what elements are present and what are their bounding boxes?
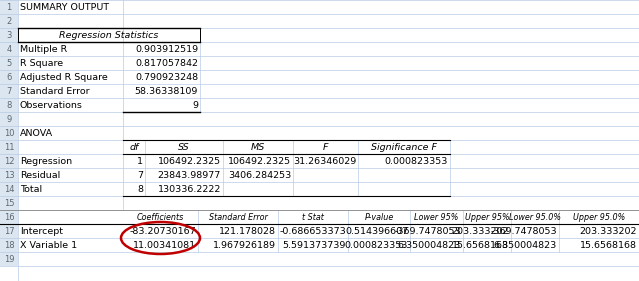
Text: Standard Error: Standard Error <box>208 212 267 221</box>
Text: 106492.2325: 106492.2325 <box>228 157 291 166</box>
Bar <box>0 224 18 238</box>
Bar <box>0 14 18 28</box>
Text: Observations: Observations <box>20 101 83 110</box>
Text: 8: 8 <box>6 101 12 110</box>
Text: 0.514396607: 0.514396607 <box>345 226 408 235</box>
Text: 0.903912519: 0.903912519 <box>135 44 198 53</box>
Text: Residual: Residual <box>20 171 60 180</box>
Bar <box>0 252 18 266</box>
Text: Standard Error: Standard Error <box>20 87 89 96</box>
Text: -369.7478053: -369.7478053 <box>490 226 557 235</box>
Text: Total: Total <box>20 185 42 194</box>
Bar <box>0 126 18 140</box>
Text: Lower 95.0%: Lower 95.0% <box>509 212 561 221</box>
Bar <box>0 140 18 154</box>
Text: 19: 19 <box>4 255 14 264</box>
Text: Multiple R: Multiple R <box>20 44 67 53</box>
Bar <box>0 56 18 70</box>
Text: 6.350004823: 6.350004823 <box>494 241 557 250</box>
Text: 0.000823353: 0.000823353 <box>385 157 448 166</box>
Bar <box>0 196 18 210</box>
Text: 15: 15 <box>4 198 14 207</box>
Text: 12: 12 <box>4 157 14 166</box>
Text: 8: 8 <box>137 185 143 194</box>
Text: Intercept: Intercept <box>20 226 63 235</box>
Text: 5.591373739: 5.591373739 <box>282 241 346 250</box>
Bar <box>0 210 18 224</box>
Text: F: F <box>323 142 328 151</box>
Text: 13: 13 <box>4 171 14 180</box>
Text: Regression: Regression <box>20 157 72 166</box>
Text: 130336.2222: 130336.2222 <box>158 185 221 194</box>
Text: 1: 1 <box>6 3 12 12</box>
Text: Upper 95%: Upper 95% <box>465 212 509 221</box>
Text: 14: 14 <box>4 185 14 194</box>
Bar <box>0 28 18 42</box>
Text: 11.00341081: 11.00341081 <box>133 241 196 250</box>
Text: Coefficients: Coefficients <box>137 212 184 221</box>
Text: X Variable 1: X Variable 1 <box>20 241 77 250</box>
Text: ANOVA: ANOVA <box>20 128 53 137</box>
Bar <box>0 84 18 98</box>
Text: 121.178028: 121.178028 <box>219 226 276 235</box>
Text: 10: 10 <box>4 128 14 137</box>
Text: 7: 7 <box>6 87 12 96</box>
Text: df: df <box>129 142 139 151</box>
Text: 6.350004823: 6.350004823 <box>397 241 461 250</box>
Bar <box>0 182 18 196</box>
Text: -369.7478053: -369.7478053 <box>394 226 461 235</box>
Text: SS: SS <box>178 142 190 151</box>
Text: Upper 95.0%: Upper 95.0% <box>573 212 625 221</box>
Bar <box>0 168 18 182</box>
Text: 17: 17 <box>4 226 14 235</box>
Text: Significance F: Significance F <box>371 142 437 151</box>
Bar <box>0 98 18 112</box>
Text: 5: 5 <box>6 58 12 67</box>
Text: 11: 11 <box>4 142 14 151</box>
Text: -83.20730167: -83.20730167 <box>129 226 196 235</box>
Text: 23843.98977: 23843.98977 <box>158 171 221 180</box>
Text: Lower 95%: Lower 95% <box>414 212 459 221</box>
Text: 58.36338109: 58.36338109 <box>135 87 198 96</box>
Text: 6: 6 <box>6 72 12 81</box>
Bar <box>0 0 18 14</box>
Text: MS: MS <box>251 142 265 151</box>
Bar <box>0 70 18 84</box>
Text: 203.333202: 203.333202 <box>452 226 509 235</box>
Text: R Square: R Square <box>20 58 63 67</box>
Text: 4: 4 <box>6 44 12 53</box>
Text: t Stat: t Stat <box>302 212 324 221</box>
Text: 7: 7 <box>137 171 143 180</box>
Text: 203.333202: 203.333202 <box>580 226 637 235</box>
Text: -0.686653373: -0.686653373 <box>279 226 346 235</box>
Text: 15.6568168: 15.6568168 <box>580 241 637 250</box>
Text: 3: 3 <box>6 31 12 40</box>
Text: 2: 2 <box>6 17 12 26</box>
Text: SUMMARY OUTPUT: SUMMARY OUTPUT <box>20 3 109 12</box>
Text: 31.26346029: 31.26346029 <box>293 157 356 166</box>
Text: 9: 9 <box>6 114 12 124</box>
Text: P-value: P-value <box>364 212 394 221</box>
Text: 106492.2325: 106492.2325 <box>158 157 221 166</box>
Text: 0.817057842: 0.817057842 <box>135 58 198 67</box>
Bar <box>0 112 18 126</box>
Text: 1: 1 <box>137 157 143 166</box>
Text: 1.967926189: 1.967926189 <box>213 241 276 250</box>
Text: 15.6568168: 15.6568168 <box>452 241 509 250</box>
Bar <box>0 42 18 56</box>
Text: 3406.284253: 3406.284253 <box>227 171 291 180</box>
Bar <box>0 238 18 252</box>
Bar <box>0 154 18 168</box>
Text: 9: 9 <box>192 101 198 110</box>
Text: Regression Statistics: Regression Statistics <box>59 31 158 40</box>
Text: Adjusted R Square: Adjusted R Square <box>20 72 108 81</box>
Text: 0.000823353: 0.000823353 <box>344 241 408 250</box>
Text: 16: 16 <box>4 212 14 221</box>
Text: 0.790923248: 0.790923248 <box>135 72 198 81</box>
Text: 18: 18 <box>4 241 14 250</box>
